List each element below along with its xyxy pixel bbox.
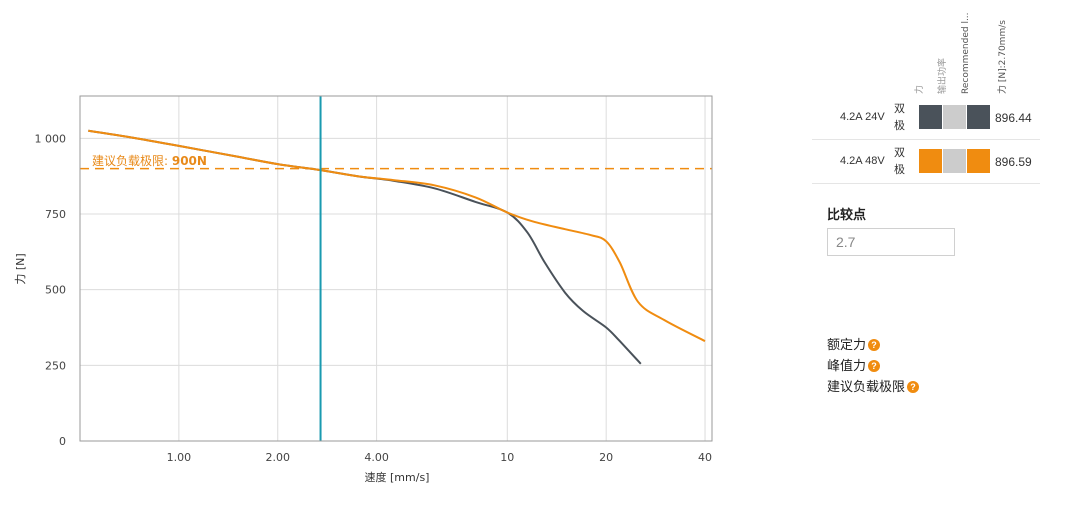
question-icon[interactable]: ? xyxy=(868,360,880,372)
info-item-peak-force: 峰值力 ? xyxy=(827,355,919,376)
x-tick-label: 20 xyxy=(599,451,613,464)
legend-polarity: 双极 xyxy=(894,145,908,179)
info-label: 峰值力 xyxy=(827,355,866,376)
recommended-swatch[interactable] xyxy=(967,105,990,129)
y-tick-label: 0 xyxy=(59,435,66,448)
legend-value: 896.59 xyxy=(995,155,1032,169)
info-label: 建议负载极限 xyxy=(827,376,905,397)
question-icon[interactable]: ? xyxy=(868,339,880,351)
question-icon[interactable]: ? xyxy=(907,381,919,393)
force-swatch[interactable] xyxy=(919,149,942,173)
legend-row-48v[interactable]: 4.2A 48V 双极 896.59 xyxy=(812,141,1040,184)
legend-config: 4.2A 48V xyxy=(840,155,885,167)
force-swatch[interactable] xyxy=(919,105,942,129)
x-tick-label: 2.00 xyxy=(265,451,290,464)
x-tick-label: 10 xyxy=(500,451,514,464)
limit-label-prefix: 建议负载极限: xyxy=(92,154,172,168)
x-tick-label: 1.00 xyxy=(167,451,192,464)
column-header-recommended: Recommended l... xyxy=(965,14,989,94)
x-tick-label: 40 xyxy=(698,451,712,464)
grid xyxy=(80,96,712,441)
limit-label-value: 900N xyxy=(172,154,207,168)
tick-labels: 1.00 2.00 4.00 10 20 40 0 250 500 750 1 000 xyxy=(35,132,713,464)
power-swatch[interactable] xyxy=(943,105,966,129)
plot-frame xyxy=(80,96,712,441)
y-tick-label: 250 xyxy=(45,359,66,372)
x-tick-label: 4.00 xyxy=(364,451,389,464)
series-legend-table: 力 输出功率 Recommended l... 力 [N]:2.70mm/s 4… xyxy=(812,0,1042,190)
legend-value: 896.44 xyxy=(995,111,1032,125)
column-header-force-at-speed: 力 [N]:2.70mm/s xyxy=(1002,14,1026,94)
compare-point-input[interactable] xyxy=(827,228,955,256)
y-axis-title: 力 [N] xyxy=(14,253,27,284)
recommended-swatch[interactable] xyxy=(967,149,990,173)
info-item-recommended-limit: 建议负载极限 ? xyxy=(827,376,919,397)
plot-border xyxy=(80,96,712,441)
force-speed-chart: 1.00 2.00 4.00 10 20 40 0 250 500 750 1 000 速度 [mm… xyxy=(0,0,812,521)
info-item-rated-force: 额定力 ? xyxy=(827,334,919,355)
y-tick-label: 1 000 xyxy=(35,132,67,145)
legend-row-24v[interactable]: 4.2A 24V 双极 896.44 xyxy=(812,97,1040,140)
compare-point-title: 比较点 xyxy=(827,204,866,223)
power-swatch[interactable] xyxy=(943,149,966,173)
info-label: 额定力 xyxy=(827,334,866,355)
legend-config: 4.2A 24V xyxy=(840,111,885,123)
info-list: 额定力 ? 峰值力 ? 建议负载极限 ? xyxy=(827,334,919,397)
limit-label: 建议负载极限: 900N xyxy=(92,154,207,168)
x-axis-title: 速度 [mm/s] xyxy=(365,470,430,484)
y-tick-label: 500 xyxy=(45,284,66,297)
y-tick-label: 750 xyxy=(45,208,66,221)
legend-polarity: 双极 xyxy=(894,101,908,135)
